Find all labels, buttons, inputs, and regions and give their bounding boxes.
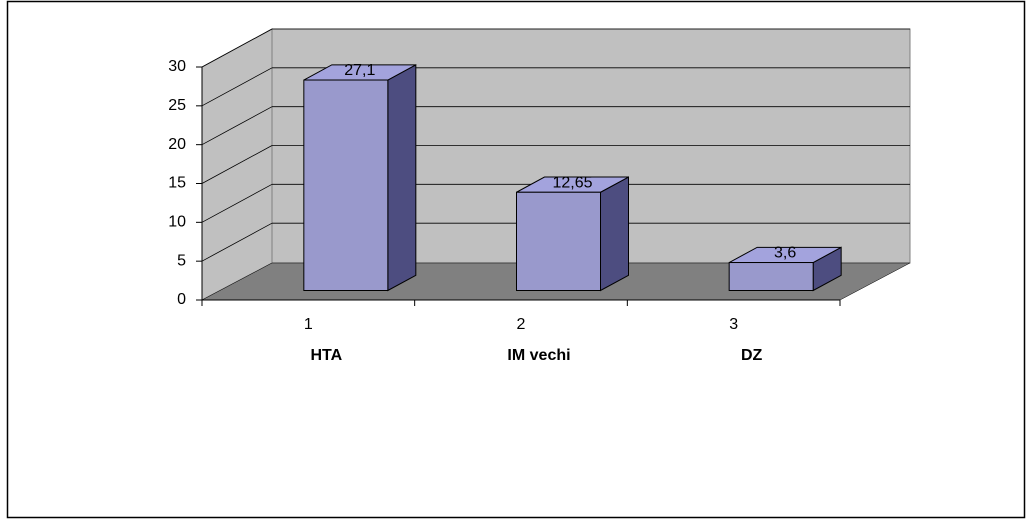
y-tick-label: 10: [168, 214, 186, 231]
category-name: HTA: [310, 347, 342, 364]
y-tick-label: 20: [168, 136, 186, 153]
grid-line: [201, 106, 273, 146]
x-tick-label: 3: [729, 316, 738, 333]
grid-line: [201, 222, 273, 262]
y-tick-label: 0: [177, 291, 186, 308]
grid-line: [201, 28, 273, 68]
bar: [303, 79, 389, 291]
grid-line: [201, 145, 273, 184]
y-tick-label: 25: [168, 97, 186, 114]
x-tick-label: 1: [304, 316, 313, 333]
bar-side: [387, 63, 417, 292]
category-name: DZ: [741, 347, 763, 364]
bar-side: [600, 176, 629, 292]
value-label: 3,6: [774, 245, 796, 262]
value-label: 27,1: [344, 62, 375, 79]
category-name: IM vechi: [507, 347, 570, 364]
y-tick-label: 15: [168, 175, 186, 192]
bar: [728, 262, 814, 292]
grid-line: [201, 67, 273, 107]
value-label: 12,65: [552, 174, 592, 191]
x-tick-label: 2: [517, 316, 526, 333]
bar: [516, 191, 601, 291]
y-tick-label: 30: [168, 58, 186, 75]
grid-line: [201, 183, 273, 223]
y-tick-label: 5: [177, 252, 186, 269]
